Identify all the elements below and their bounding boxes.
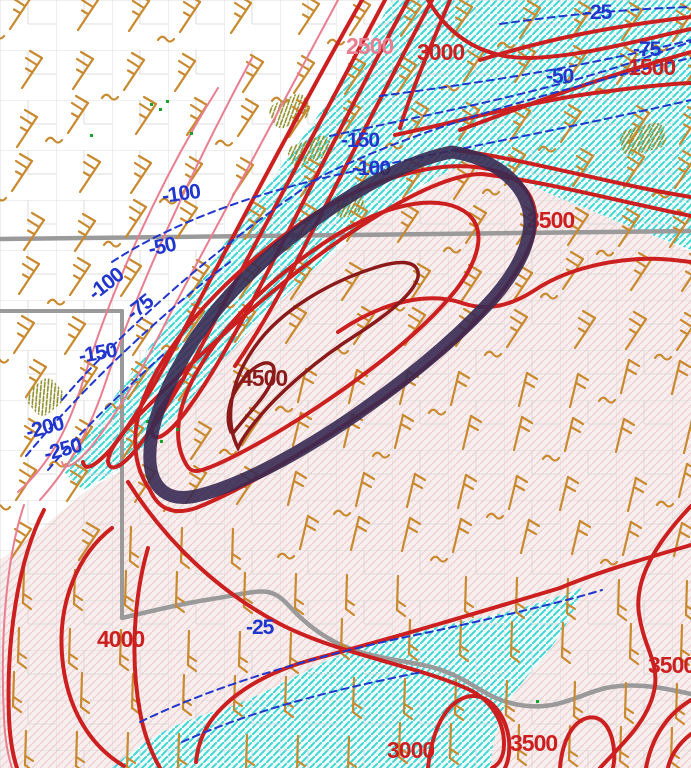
cape-contour-label: 3500 (510, 730, 557, 756)
cin-contour-label: -150 (341, 129, 379, 152)
cape-contour-label: 1500 (628, 54, 675, 80)
cape-contours-inner (226, 260, 420, 453)
cin-contour-label: -75 (633, 38, 662, 61)
cin-contours (25, 6, 691, 743)
cin-contour-label: -25 (246, 616, 275, 639)
cin-contour-label: -50 (546, 65, 574, 88)
cape-contour-label: 3500 (648, 652, 691, 678)
cape-contour-label: 3000 (387, 737, 434, 763)
cape-contour-label: 4000 (97, 626, 144, 652)
cape-contours-outer (1, 0, 339, 768)
cape-contour-label: 4500 (240, 365, 287, 391)
cin-contour-label: -25 (584, 1, 613, 24)
annotation-highlight-ellipse (143, 145, 537, 504)
cin-contour-label: -50 (146, 233, 178, 261)
cape-contour-label: 2500 (346, 33, 393, 59)
river-border (119, 589, 691, 709)
cape-contour-label: 3000 (417, 39, 464, 65)
radar-flecks (90, 100, 539, 703)
cin-contour-label: -100 (160, 180, 201, 208)
